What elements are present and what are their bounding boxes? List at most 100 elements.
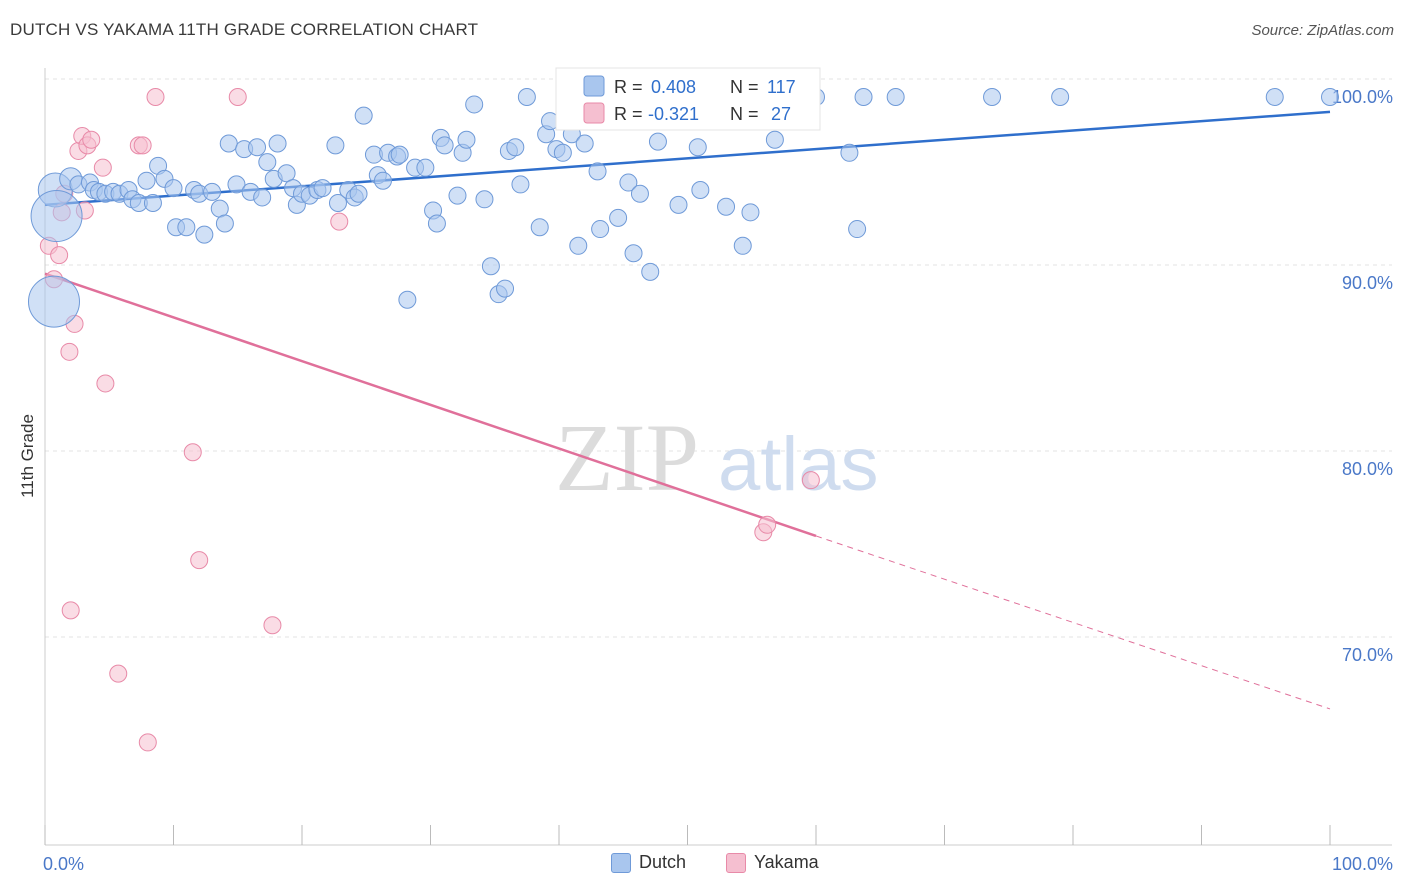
y-tick-label: 100.0% <box>1332 87 1393 107</box>
dutch-point <box>354 106 373 125</box>
y-axis-label: 11th Grade <box>18 414 37 498</box>
watermark-zip: ZIP <box>555 404 699 511</box>
dutch-point <box>27 275 80 328</box>
source-credit: Source: ZipAtlas.com <box>1251 22 1394 39</box>
dutch-point <box>30 190 83 243</box>
yakama-point <box>133 136 152 155</box>
legend-label-yakama: Yakama <box>754 852 819 872</box>
chart-title: DUTCH VS YAKAMA 11TH GRADE CORRELATION C… <box>10 20 479 39</box>
dutch-point <box>248 138 267 157</box>
y-tick-label: 90.0% <box>1342 273 1393 293</box>
dutch-point <box>195 225 214 244</box>
dutch-point <box>741 203 760 222</box>
dutch-point <box>624 244 643 263</box>
yakama-point <box>109 664 128 683</box>
dutch-point <box>475 190 494 209</box>
legend-label-dutch: Dutch <box>639 852 687 872</box>
legend-n-label-dutch: N = <box>730 77 759 97</box>
legend-swatch-yakama <box>583 102 605 124</box>
yakama-trend-line <box>44 272 817 538</box>
legend-r-value-dutch: 0.408 <box>651 77 696 97</box>
dutch-point <box>143 194 162 213</box>
yakama-point <box>96 374 115 393</box>
yakama-point <box>93 158 112 177</box>
yakama-point <box>82 130 101 149</box>
dutch-point <box>1265 88 1284 106</box>
correlation-legend: R = 0.408 N = 117 R = -0.321 N = 27 <box>555 67 821 131</box>
dutch-point <box>886 88 905 106</box>
dutch-point <box>164 179 183 198</box>
dutch-point <box>983 88 1002 106</box>
dutch-point <box>848 220 867 239</box>
dutch-point <box>349 184 368 203</box>
dutch-point <box>427 214 446 233</box>
legend-r-label-yakama: R = <box>614 104 643 124</box>
dutch-point <box>688 138 707 157</box>
dutch-point <box>227 175 246 194</box>
yakama-point <box>228 88 247 106</box>
yakama-point <box>138 733 157 752</box>
dutch-point <box>398 290 417 309</box>
yakama-point <box>190 551 209 570</box>
yakama-point <box>50 246 69 265</box>
dutch-point <box>203 182 222 201</box>
dutch-point <box>328 194 347 213</box>
dutch-point <box>630 184 649 203</box>
watermark-atlas: atlas <box>718 422 879 507</box>
y-tick-label: 70.0% <box>1342 645 1393 665</box>
dutch-point <box>390 145 409 164</box>
yakama-point <box>263 616 282 635</box>
dutch-point <box>313 179 332 198</box>
dutch-point <box>530 218 549 237</box>
dutch-point <box>641 262 660 281</box>
yakama-point <box>801 471 820 490</box>
dutch-point <box>717 197 736 216</box>
legend-swatch-dutch <box>583 75 605 97</box>
dutch-point <box>1051 88 1070 106</box>
dutch-point <box>457 130 476 149</box>
series-legend: Dutch Yakama <box>0 852 1406 878</box>
yakama-point <box>60 342 79 361</box>
yakama-trend-extension <box>815 535 1331 710</box>
x-tick-label: 0.0% <box>43 854 84 874</box>
legend-item-yakama: Yakama <box>726 852 819 873</box>
dutch-point <box>268 134 287 153</box>
legend-n-value-yakama: 27 <box>771 104 791 124</box>
dutch-point <box>591 220 610 239</box>
legend-n-value-dutch: 117 <box>767 77 796 97</box>
dutch-point <box>416 158 435 177</box>
dutch-point <box>326 136 345 155</box>
yakama-point <box>758 515 777 534</box>
dutch-point <box>553 143 572 162</box>
yakama-point <box>330 212 349 231</box>
dutch-point <box>854 88 873 106</box>
dutch-point <box>669 195 688 214</box>
dutch-point <box>840 143 859 162</box>
dutch-point <box>765 130 784 149</box>
dutch-point <box>511 175 530 194</box>
dutch-point <box>258 153 277 172</box>
dutch-point <box>253 188 272 207</box>
dutch-point <box>575 134 594 153</box>
dutch-point <box>496 279 515 298</box>
points-layer <box>27 88 1339 752</box>
legend-swatch-yakama-bottom <box>726 852 746 873</box>
y-tick-label: 80.0% <box>1342 459 1393 479</box>
yakama-point <box>146 88 165 106</box>
dutch-point <box>648 132 667 151</box>
dutch-point <box>448 186 467 205</box>
dutch-point <box>733 236 752 255</box>
dutch-point <box>177 218 196 237</box>
yakama-point <box>61 601 80 620</box>
dutch-point <box>588 162 607 181</box>
dutch-point <box>465 95 484 114</box>
x-tick-label: 100.0% <box>1332 854 1393 874</box>
legend-swatch-dutch-bottom <box>611 852 631 873</box>
dutch-point <box>373 171 392 190</box>
dutch-point <box>277 164 296 183</box>
axes-layer: 100.0% 90.0% 80.0% 70.0% 0.0% 100.0% <box>43 68 1393 874</box>
dutch-point <box>481 257 500 276</box>
legend-n-label-yakama: N = <box>730 104 759 124</box>
legend-r-label-dutch: R = <box>614 77 643 97</box>
